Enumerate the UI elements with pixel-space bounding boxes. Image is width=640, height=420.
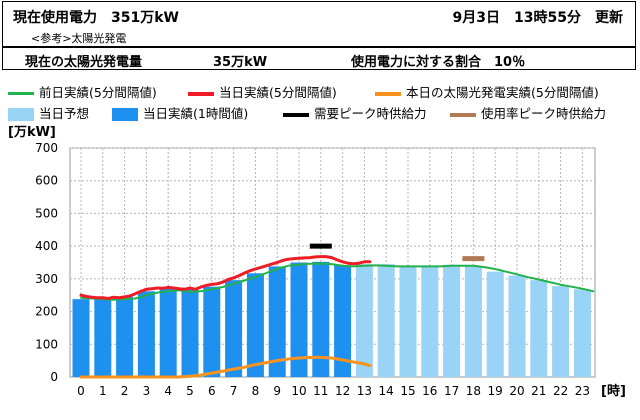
actual-hourly-bar xyxy=(203,286,221,377)
legend-item-today-hourly: 当日実績(1時間値) xyxy=(112,103,248,122)
update-time: 9月3日 13時55分 更新 xyxy=(452,10,623,26)
legend-label: 使用率ピーク時供給力 xyxy=(481,106,607,121)
x-tick-label: 17 xyxy=(444,384,459,398)
forecast-bar xyxy=(464,266,482,377)
legend-label: 需要ピーク時供給力 xyxy=(314,106,427,121)
actual-hourly-bar xyxy=(159,288,177,377)
y-axis-title: [万kW] xyxy=(8,125,56,140)
actual-hourly-bar xyxy=(137,291,155,377)
actual-hourly-bar xyxy=(290,262,308,377)
legend-label: 当日実績(1時間値) xyxy=(143,106,249,121)
x-tick-label: 20 xyxy=(509,384,524,398)
forecast-bar xyxy=(530,280,548,377)
legend-item-forecast: 当日予想 xyxy=(8,103,89,122)
x-axis-title: [時] xyxy=(601,383,626,399)
legend-label: 当日予想 xyxy=(39,106,90,121)
x-tick-label: 16 xyxy=(422,384,437,398)
actual-hourly-bar xyxy=(72,299,90,377)
status-header: 現在使用電力 351万kW 9月3日 13時55分 更新 <参考>太陽光発電 xyxy=(2,1,636,47)
x-tick-label: 5 xyxy=(186,384,194,398)
current-usage: 現在使用電力 351万kW xyxy=(13,10,179,26)
legend-item-today-5min: 当日実績(5分間隔値) xyxy=(188,82,337,101)
x-tick-label: 2 xyxy=(121,384,129,398)
legend-swatch xyxy=(8,92,34,95)
legend-item-usage-peak: 使用率ピーク時供給力 xyxy=(450,103,606,122)
x-tick-label: 23 xyxy=(575,384,590,398)
y-tick-label: 400 xyxy=(35,239,58,253)
forecast-bar xyxy=(573,289,591,377)
legend-label: 本日の太陽光発電実績(5分間隔値) xyxy=(406,85,599,100)
forecast-bar xyxy=(552,286,570,377)
legend-swatch xyxy=(375,91,401,96)
forecast-bar xyxy=(377,264,395,377)
forecast-bar xyxy=(421,265,439,377)
solar-ratio: 使用電力に対する割合 10％ xyxy=(351,55,526,70)
x-tick-label: 22 xyxy=(553,384,568,398)
legend-item-prev-day: 前日実績(5分間隔値) xyxy=(8,82,157,101)
legend-swatch xyxy=(283,112,309,117)
x-tick-label: 1 xyxy=(99,384,107,398)
x-tick-label: 4 xyxy=(164,384,172,398)
x-tick-label: 9 xyxy=(273,384,281,398)
today-5min-line xyxy=(79,255,372,300)
prev-day-line xyxy=(80,262,595,301)
y-tick-label: 600 xyxy=(35,174,58,188)
x-tick-label: 6 xyxy=(208,384,216,398)
forecast-bar xyxy=(443,264,461,377)
actual-hourly-bar xyxy=(181,289,199,377)
x-tick-label: 10 xyxy=(291,384,306,398)
x-tick-label: 3 xyxy=(143,384,151,398)
forecast-bar xyxy=(486,271,504,377)
forecast-bar xyxy=(508,275,526,377)
y-tick-label: 300 xyxy=(35,272,58,286)
solar-value: 35万kW xyxy=(213,55,268,70)
legend-label: 前日実績(5分間隔値) xyxy=(39,85,157,100)
actual-hourly-bar xyxy=(246,273,264,377)
x-tick-label: 8 xyxy=(252,384,260,398)
x-tick-label: 18 xyxy=(466,384,481,398)
legend-swatch xyxy=(450,112,476,117)
legend-swatch xyxy=(188,91,214,96)
actual-hourly-bar xyxy=(268,266,286,377)
legend-swatch xyxy=(112,108,138,121)
x-tick-label: 7 xyxy=(230,384,238,398)
forecast-bar xyxy=(399,266,417,377)
x-tick-label: 19 xyxy=(488,384,503,398)
solar-header: 現在の太陽光発電量 35万kW 使用電力に対する割合 10％ xyxy=(2,47,636,70)
x-tick-label: 0 xyxy=(77,384,85,398)
actual-hourly-bar xyxy=(116,296,134,377)
actual-hourly-bar xyxy=(312,261,330,377)
legend: 前日実績(5分間隔値) 当日実績(5分間隔値) 本日の太陽光発電実績(5分間隔値… xyxy=(4,79,634,123)
x-tick-label: 11 xyxy=(313,384,328,398)
x-tick-label: 15 xyxy=(400,384,415,398)
actual-hourly-bar xyxy=(225,280,243,377)
plot-area xyxy=(69,147,596,378)
y-tick-label: 500 xyxy=(35,206,58,220)
y-tick-label: 100 xyxy=(35,337,58,351)
actual-hourly-bar xyxy=(334,265,352,377)
legend-item-demand-peak: 需要ピーク時供給力 xyxy=(283,103,427,122)
x-tick-label: 13 xyxy=(357,384,372,398)
solar-line xyxy=(79,355,372,379)
solar-label: 現在の太陽光発電量 xyxy=(25,55,143,70)
y-tick-label: 0 xyxy=(50,370,58,384)
x-tick-label: 14 xyxy=(379,384,394,398)
y-tick-label: 700 xyxy=(35,141,58,155)
forecast-bar xyxy=(355,264,373,377)
legend-item-solar: 本日の太陽光発電実績(5分間隔値) xyxy=(375,82,599,101)
x-tick-label: 21 xyxy=(531,384,546,398)
legend-label: 当日実績(5分間隔値) xyxy=(219,85,337,100)
legend-swatch xyxy=(8,108,34,121)
y-tick-label: 200 xyxy=(35,305,58,319)
x-tick-label: 12 xyxy=(335,384,350,398)
reference-note: <参考>太陽光発電 xyxy=(31,32,127,45)
actual-hourly-bar xyxy=(94,298,112,377)
